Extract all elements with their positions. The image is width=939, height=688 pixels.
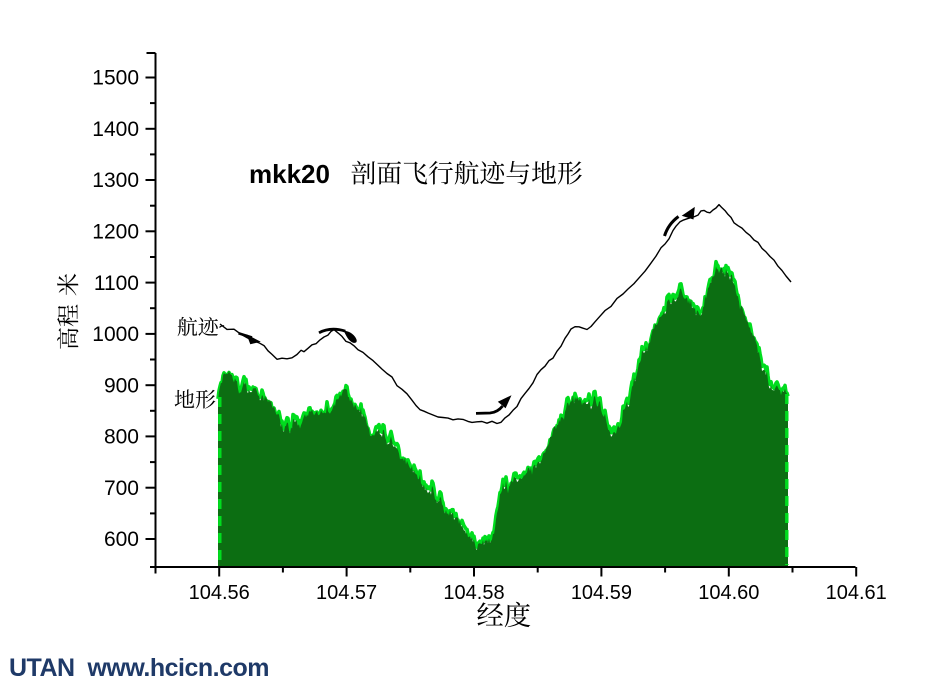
svg-text:600: 600: [104, 528, 139, 551]
svg-text:104.56: 104.56: [189, 582, 250, 604]
svg-text:104.58: 104.58: [443, 582, 504, 604]
svg-text:104.57: 104.57: [316, 582, 377, 604]
svg-text:1100: 1100: [94, 272, 139, 295]
svg-text:UTAN www.hcicn.com: UTAN www.hcicn.com: [9, 654, 269, 682]
svg-text:800: 800: [104, 426, 139, 449]
svg-text:1000: 1000: [92, 323, 139, 346]
svg-text:mkk20: mkk20: [249, 159, 330, 189]
svg-text:1400: 1400: [92, 118, 139, 141]
svg-text:1200: 1200: [92, 221, 139, 244]
svg-text:104.60: 104.60: [698, 582, 759, 604]
svg-text:1300: 1300: [92, 169, 139, 192]
svg-text:900: 900: [104, 374, 139, 397]
svg-text:104.61: 104.61: [826, 582, 887, 604]
svg-text:700: 700: [104, 477, 139, 500]
svg-text:1500: 1500: [92, 67, 139, 90]
svg-text:104.59: 104.59: [571, 582, 632, 604]
